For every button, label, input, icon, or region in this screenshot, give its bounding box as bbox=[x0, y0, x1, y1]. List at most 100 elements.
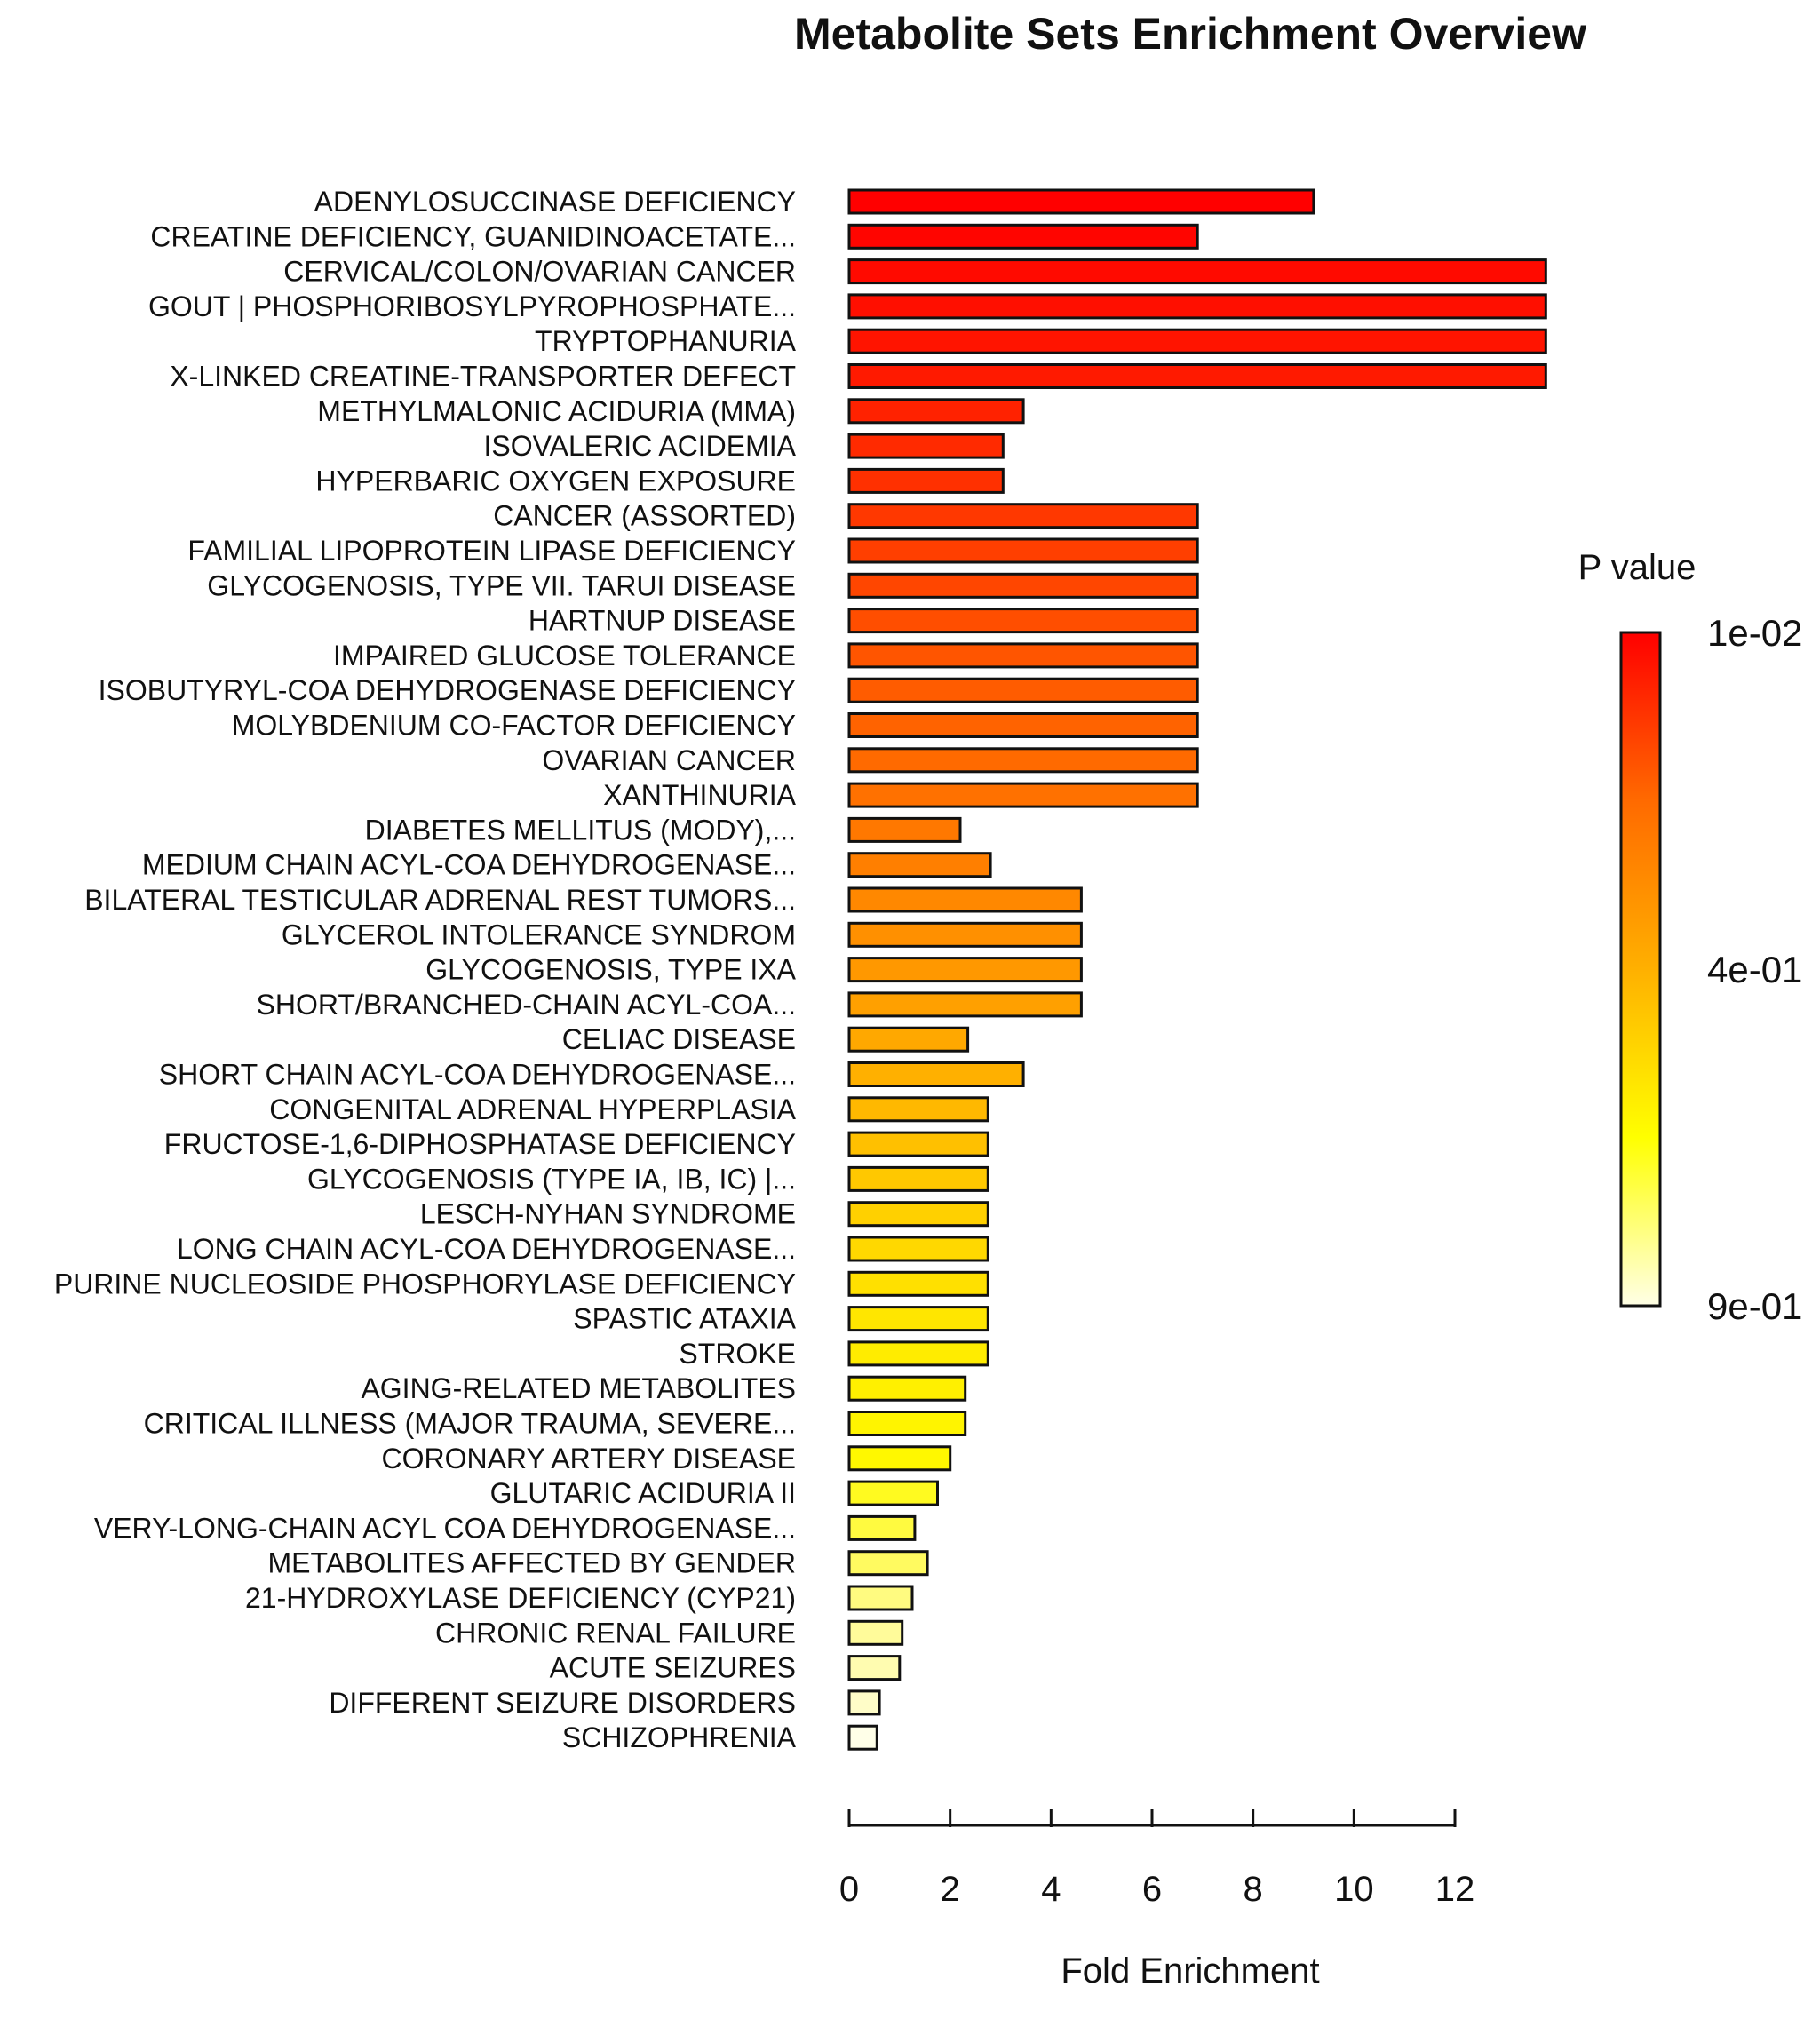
bar bbox=[847, 1585, 914, 1611]
category-label: OVARIAN CANCER bbox=[542, 744, 796, 776]
category-label: SCHIZOPHRENIA bbox=[562, 1721, 797, 1753]
category-label: IMPAIRED GLUCOSE TOLERANCE bbox=[333, 640, 796, 672]
category-label: METHYLMALONIC ACIDURIA (MMA) bbox=[317, 395, 796, 427]
category-label: HARTNUP DISEASE bbox=[529, 605, 796, 637]
bar bbox=[847, 852, 992, 878]
category-label: 21-HYDROXYLASE DEFICIENCY (CYP21) bbox=[245, 1582, 796, 1614]
bar bbox=[847, 1306, 989, 1332]
bar bbox=[847, 1550, 929, 1577]
bar bbox=[847, 188, 1315, 215]
bar bbox=[847, 886, 1083, 913]
bar bbox=[847, 1480, 939, 1506]
category-label: CELIAC DISEASE bbox=[562, 1023, 796, 1055]
bar bbox=[847, 1165, 989, 1192]
category-label: PURINE NUCLEOSIDE PHOSPHORYLASE DEFICIEN… bbox=[54, 1268, 796, 1300]
category-label: ISOBUTYRYL-COA DEHYDROGENASE DEFICIENCY bbox=[99, 674, 796, 706]
category-label: LONG CHAIN ACYL-COA DEHYDROGENASE... bbox=[177, 1233, 796, 1265]
bar bbox=[847, 1375, 967, 1402]
category-label: STROKE bbox=[679, 1338, 796, 1370]
x-axis: 0 2 4 6 8 10 12 bbox=[839, 1809, 1474, 1909]
bar bbox=[847, 1061, 1025, 1087]
category-label: GOUT | PHOSPHORIBOSYLPYROPHOSPHATE... bbox=[148, 290, 796, 322]
category-label: GLYCOGENOSIS, TYPE VII. TARUI DISEASE bbox=[207, 569, 796, 601]
x-tick-label: 12 bbox=[1435, 1870, 1475, 1909]
bar bbox=[847, 608, 1199, 634]
category-label: TRYPTOPHANURIA bbox=[535, 325, 797, 357]
bar bbox=[847, 957, 1083, 983]
bar bbox=[847, 1340, 989, 1367]
bar bbox=[847, 258, 1547, 285]
category-label: CRITICAL ILLNESS (MAJOR TRAUMA, SEVERE..… bbox=[144, 1408, 796, 1440]
bar bbox=[847, 642, 1199, 669]
bar bbox=[847, 293, 1547, 320]
category-label: XANTHINURIA bbox=[603, 779, 797, 811]
bar bbox=[847, 1689, 881, 1716]
bar bbox=[847, 433, 1005, 459]
category-label: GLUTARIC ACIDURIA II bbox=[490, 1477, 796, 1509]
category-label: DIABETES MELLITUS (MODY),... bbox=[365, 814, 796, 846]
legend-tick-label: 4e-01 bbox=[1707, 949, 1802, 990]
bar bbox=[847, 991, 1083, 1018]
bar bbox=[847, 328, 1547, 354]
bar bbox=[847, 921, 1083, 948]
x-tick-label: 10 bbox=[1334, 1870, 1374, 1909]
x-tick-label: 6 bbox=[1142, 1870, 1162, 1909]
category-label: VERY-LONG-CHAIN ACYL COA DEHYDROGENASE..… bbox=[94, 1512, 796, 1544]
category-label: SHORT/BRANCHED-CHAIN ACYL-COA... bbox=[257, 989, 797, 1021]
category-label: CERVICAL/COLON/OVARIAN CANCER bbox=[283, 256, 796, 288]
category-label: HYPERBARIC OXYGEN EXPOSURE bbox=[315, 465, 796, 497]
category-label: GLYCOGENOSIS (TYPE IA, IB, IC) |... bbox=[307, 1163, 796, 1195]
category-label: FAMILIAL LIPOPROTEIN LIPASE DEFICIENCY bbox=[187, 535, 796, 567]
category-label: GLYCEROL INTOLERANCE SYNDROM bbox=[282, 918, 796, 950]
category-label: CORONARY ARTERY DISEASE bbox=[381, 1443, 796, 1475]
bar bbox=[847, 363, 1547, 389]
bar bbox=[847, 1514, 917, 1541]
bar bbox=[847, 782, 1199, 808]
chart-title: Metabolite Sets Enrichment Overview bbox=[794, 9, 1586, 59]
bar bbox=[847, 816, 962, 843]
category-label: METABOLITES AFFECTED BY GENDER bbox=[268, 1547, 796, 1579]
p-value-legend: P value 1e-02 4e-01 9e-01 bbox=[1578, 548, 1803, 1327]
bar bbox=[847, 1270, 989, 1297]
bar bbox=[847, 1655, 902, 1681]
category-label: DIFFERENT SEIZURE DISORDERS bbox=[329, 1687, 796, 1719]
bars-layer bbox=[847, 188, 1547, 1751]
bar bbox=[847, 223, 1199, 250]
category-label: X-LINKED CREATINE-TRANSPORTER DEFECT bbox=[170, 361, 796, 393]
category-label: CREATINE DEFICIENCY, GUANIDINOACETATE... bbox=[150, 220, 796, 252]
category-label: SHORT CHAIN ACYL-COA DEHYDROGENASE... bbox=[159, 1059, 796, 1091]
category-label: SPASTIC ATAXIA bbox=[573, 1303, 796, 1335]
legend-color-bar bbox=[1619, 631, 1662, 1308]
bar bbox=[847, 398, 1025, 425]
bar bbox=[847, 677, 1199, 703]
bar bbox=[847, 572, 1199, 599]
x-tick-label: 2 bbox=[941, 1870, 960, 1909]
category-label: LESCH-NYHAN SYNDROME bbox=[420, 1198, 796, 1230]
category-label: CHRONIC RENAL FAILURE bbox=[435, 1617, 796, 1649]
bar bbox=[847, 503, 1199, 529]
x-axis-title: Fold Enrichment bbox=[1061, 1951, 1319, 1991]
legend-tick-label: 1e-02 bbox=[1707, 612, 1802, 654]
category-label: MEDIUM CHAIN ACYL-COA DEHYDROGENASE... bbox=[142, 849, 796, 881]
bar bbox=[847, 1411, 967, 1436]
category-label: CANCER (ASSORTED) bbox=[493, 500, 796, 532]
category-label: AGING-RELATED METABOLITES bbox=[361, 1372, 796, 1404]
category-label: MOLYBDENIUM CO-FACTOR DEFICIENCY bbox=[232, 710, 796, 742]
x-tick-label: 8 bbox=[1244, 1870, 1263, 1909]
bar bbox=[847, 1724, 878, 1751]
bar bbox=[847, 1131, 989, 1157]
legend-title: P value bbox=[1578, 548, 1697, 587]
bar bbox=[847, 1201, 989, 1228]
bar bbox=[847, 1445, 952, 1472]
bar bbox=[847, 747, 1199, 774]
bar bbox=[847, 1096, 989, 1123]
bar bbox=[847, 537, 1199, 564]
category-label: ACUTE SEIZURES bbox=[550, 1652, 796, 1684]
x-tick-label: 4 bbox=[1041, 1870, 1061, 1909]
legend-tick-label: 9e-01 bbox=[1707, 1285, 1802, 1327]
bar bbox=[847, 1619, 904, 1646]
category-label: BILATERAL TESTICULAR ADRENAL REST TUMORS… bbox=[84, 884, 796, 916]
category-label: ISOVALERIC ACIDEMIA bbox=[484, 430, 797, 462]
